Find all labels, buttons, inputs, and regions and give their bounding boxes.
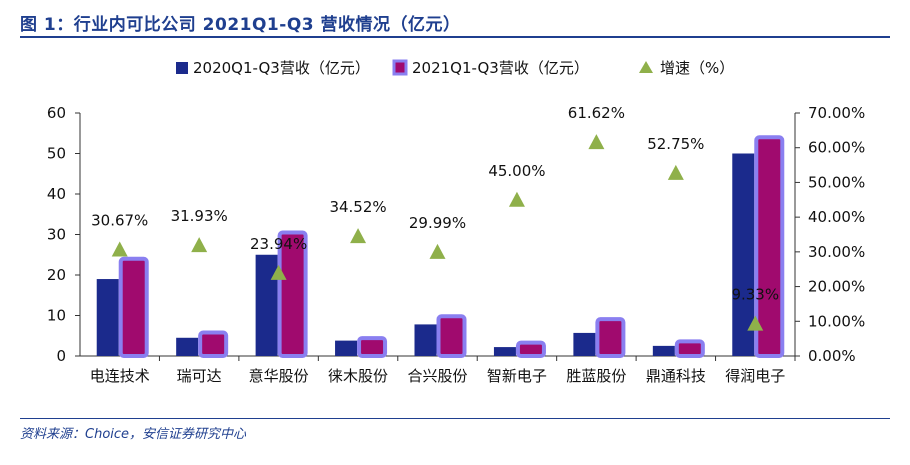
left-tick-label: 0 — [56, 347, 66, 365]
bar-2020 — [96, 279, 119, 356]
left-tick-label: 50 — [47, 145, 66, 163]
bar-2020 — [255, 254, 278, 356]
legend-label-2021: 2021Q1-Q3营收（亿元） — [412, 59, 589, 77]
growth-marker — [270, 264, 287, 280]
growth-marker — [508, 191, 525, 207]
bar-2020 — [573, 332, 596, 356]
bar-2021 — [198, 330, 229, 359]
category-label: 胜蓝股份 — [566, 367, 626, 385]
title-bar: 图 1：行业内可比公司 2021Q1-Q3 营收情况（亿元） — [20, 6, 890, 38]
category-label: 合兴股份 — [407, 367, 467, 385]
right-tick-label: 0.00% — [808, 347, 856, 365]
revenue-chart: 0 10 20 30 40 50 60 0.00% 10.00% 20.00% 30.00% 40.0… — [47, 59, 865, 385]
growth-data-label: 23.94% — [250, 235, 307, 253]
source-note: 资料来源：Choice，安信证券研究中心 — [20, 418, 890, 442]
left-tick-label: 20 — [47, 266, 66, 284]
growth-data-label: 29.99% — [409, 214, 466, 232]
growth-data-label: 52.75% — [647, 135, 704, 153]
bar-2020 — [335, 340, 358, 356]
growth-data-label: 31.93% — [171, 207, 228, 225]
category-label: 得润电子 — [725, 367, 785, 385]
category-label: 意华股份 — [249, 367, 309, 385]
growth-data-label: 9.33% — [731, 286, 779, 304]
bar-2020 — [493, 347, 516, 356]
right-tick-label: 30.00% — [808, 243, 865, 261]
growth-marker — [191, 237, 208, 253]
growth-marker — [747, 315, 764, 331]
legend-swatch-2020 — [176, 62, 188, 74]
legend-swatch-growth — [639, 61, 653, 73]
bar-2021 — [277, 230, 308, 359]
category-label: 徕木股份 — [328, 367, 388, 385]
bar-2021 — [357, 336, 388, 358]
bar-2021 — [674, 339, 705, 359]
bar-2020 — [732, 153, 755, 356]
growth-marker — [350, 228, 367, 244]
growth-data-label: 30.67% — [91, 212, 148, 230]
category-label: 电连技术 — [90, 367, 150, 385]
right-tick-label: 70.00% — [808, 104, 865, 122]
bar-2021 — [595, 317, 626, 358]
left-tick-label: 10 — [47, 307, 66, 325]
right-tick-label: 60.00% — [808, 139, 865, 157]
chart-area: 0 10 20 30 40 50 60 0.00% 10.00% 20.00% 30.00% 40.0… — [0, 40, 910, 405]
category-label: 瑞可达 — [177, 367, 222, 385]
bar-2020 — [652, 345, 675, 356]
right-tick-label: 50.00% — [808, 173, 865, 191]
growth-data-label: 34.52% — [329, 198, 386, 216]
bar-2021 — [436, 314, 467, 358]
growth-marker — [588, 134, 605, 150]
left-tick-label: 40 — [47, 185, 66, 203]
bar-2020 — [414, 324, 437, 356]
bar-2020 — [176, 337, 199, 356]
growth-data-label: 45.00% — [488, 162, 545, 180]
right-tick-label: 40.00% — [808, 208, 865, 226]
growth-marker — [429, 243, 446, 259]
bar-2021 — [754, 135, 785, 358]
category-label: 鼎通科技 — [646, 367, 706, 385]
growth-marker — [667, 164, 684, 180]
right-tick-label: 10.00% — [808, 312, 865, 330]
growth-data-label: 61.62% — [568, 104, 625, 122]
bar-2021 — [515, 340, 546, 359]
category-label: 智新电子 — [487, 367, 547, 385]
growth-marker — [111, 241, 128, 257]
bar-2021 — [118, 256, 149, 358]
legend-label-growth: 增速（%） — [660, 59, 734, 77]
legend-swatch-2021 — [392, 59, 408, 76]
left-tick-label: 60 — [47, 104, 66, 122]
left-tick-label: 30 — [47, 226, 66, 244]
legend-label-2020: 2020Q1-Q3营收（亿元） — [193, 59, 370, 77]
right-tick-label: 20.00% — [808, 278, 865, 296]
figure-title: 图 1：行业内可比公司 2021Q1-Q3 营收情况（亿元） — [20, 15, 461, 35]
